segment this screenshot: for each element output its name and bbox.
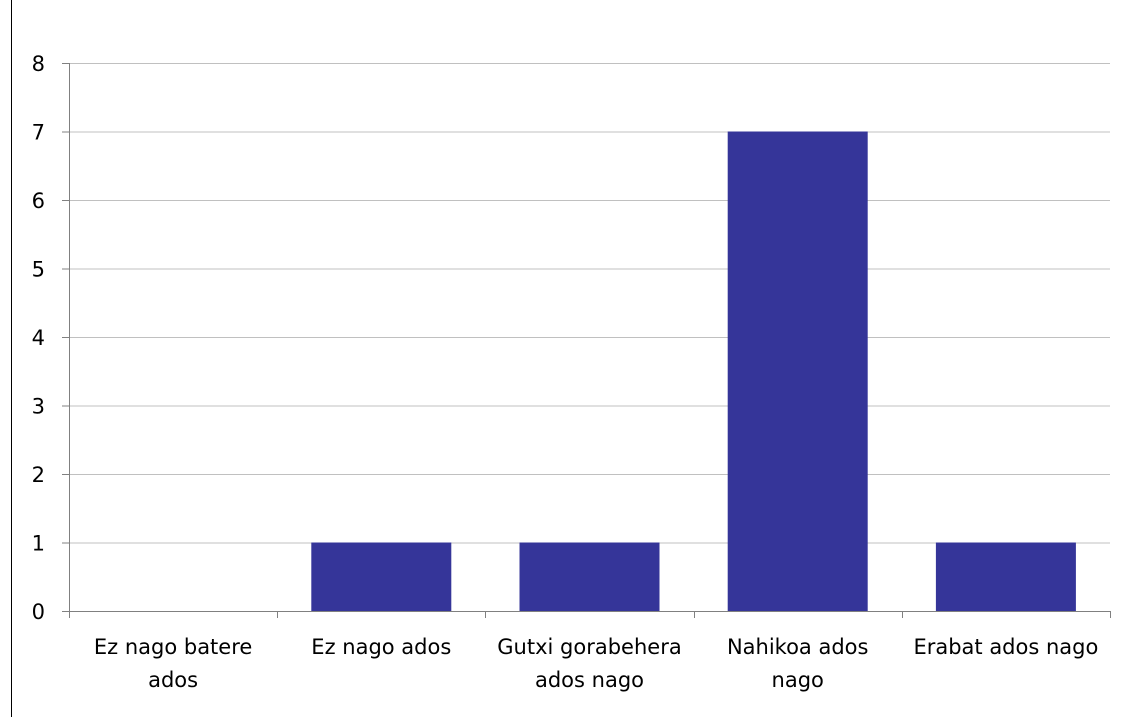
x-category-labels: Ez nago batere ados Ez nago ados Gutxi gora… [94, 635, 1098, 692]
y-tick-label: 4 [32, 326, 45, 350]
y-tick-label: 6 [32, 189, 45, 213]
y-tick-label: 7 [32, 121, 45, 145]
x-category-label: Nahikoa ados nago [727, 635, 869, 692]
y-tick-label: 1 [32, 532, 45, 556]
gridlines [69, 63, 1110, 544]
bar [935, 542, 1076, 611]
y-tick-label: 2 [32, 463, 45, 487]
axes [62, 63, 1111, 618]
y-tick-label: 8 [32, 52, 45, 76]
bar [727, 131, 868, 611]
frame-border-left [11, 0, 12, 717]
x-category-label: Gutxi gorabehera ados nago [497, 635, 681, 692]
x-category-label: Ez nago batere ados [94, 635, 252, 692]
bar [311, 542, 452, 611]
x-category-label: Ez nago ados [311, 635, 451, 659]
bars [311, 131, 1076, 611]
y-tick-labels: 0 1 2 3 4 5 6 7 8 [32, 52, 45, 624]
bar [519, 542, 660, 611]
y-tick-label: 5 [32, 258, 45, 282]
y-tick-label: 3 [32, 395, 45, 419]
x-category-label: Erabat ados nago [913, 635, 1098, 659]
y-tick-label: 0 [32, 600, 45, 624]
